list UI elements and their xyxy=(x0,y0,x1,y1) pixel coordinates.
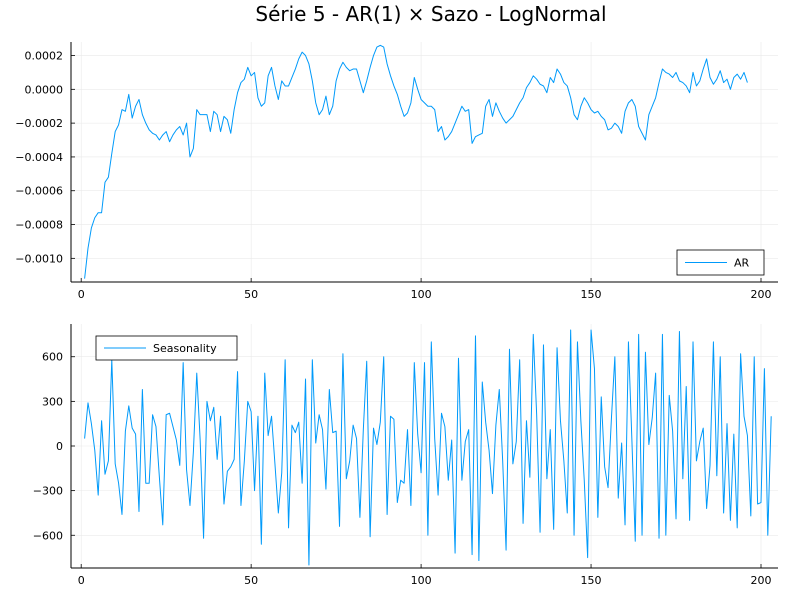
seasonality-y-tick-label: −600 xyxy=(33,529,63,542)
ar-x-tick-label: 200 xyxy=(751,288,772,301)
seasonality-series-line xyxy=(84,329,772,566)
ar-series-line xyxy=(84,44,748,279)
ar-x-tick-label: 0 xyxy=(78,288,85,301)
ar-panel: 0 50 100 150 200 0.0002 0.0000 −0.0002 −0.0004 −… xyxy=(15,42,778,301)
ar-y-tick-label: −0.0002 xyxy=(15,117,63,130)
seasonality-series xyxy=(84,329,772,566)
chart-title: Série 5 - AR(1) × Sazo - LogNormal xyxy=(255,2,606,26)
ar-series xyxy=(84,44,748,279)
ar-y-tick-label: −0.0004 xyxy=(15,151,63,164)
ar-x-tick-label: 100 xyxy=(411,288,432,301)
ar-y-tick-label: 0.0000 xyxy=(25,83,64,96)
seasonality-x-tick-label: 100 xyxy=(411,574,432,587)
seasonality-x-tick-label: 150 xyxy=(581,574,602,587)
seasonality-x-tick-label: 50 xyxy=(244,574,258,587)
seasonality-y-tick-label: 600 xyxy=(42,351,63,364)
ar-y-tick-label: −0.0010 xyxy=(15,252,63,265)
seasonality-y-tick-label: 300 xyxy=(42,395,63,408)
ar-y-tick-label: −0.0006 xyxy=(15,185,63,198)
seasonality-y-tick-label: −300 xyxy=(33,485,63,498)
seasonality-y-tick-label: 0 xyxy=(56,440,63,453)
ar-grid xyxy=(71,42,778,282)
ar-y-tick-label: −0.0008 xyxy=(15,219,63,232)
ar-x-ticks: 0 50 100 150 200 xyxy=(78,278,772,301)
ar-x-tick-label: 50 xyxy=(244,288,258,301)
ar-legend-label: AR xyxy=(734,257,750,270)
seasonality-legend-label: Seasonality xyxy=(153,342,217,355)
ar-legend: AR xyxy=(676,249,765,276)
seasonality-legend: Seasonality xyxy=(95,335,238,361)
seasonality-x-tick-label: 0 xyxy=(78,574,85,587)
ar-axes xyxy=(70,42,778,283)
ar-x-tick-label: 150 xyxy=(581,288,602,301)
ar-y-ticks: 0.0002 0.0000 −0.0002 −0.0004 −0.0006 −0.0008… xyxy=(15,50,75,265)
ar-y-tick-label: 0.0002 xyxy=(25,50,64,63)
seasonality-panel: 0 50 100 150 200 600 300 0 −300 −600 Seasonality xyxy=(33,324,778,587)
seasonality-x-tick-label: 200 xyxy=(751,574,772,587)
seasonality-x-ticks: 0 50 100 150 200 xyxy=(78,564,772,587)
seasonality-y-ticks: 600 300 0 −300 −600 xyxy=(33,351,75,542)
